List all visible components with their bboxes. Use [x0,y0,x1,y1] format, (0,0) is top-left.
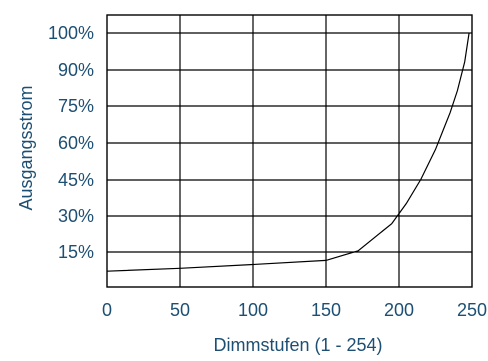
x-tick-label: 200 [384,300,414,320]
y-axis-title: Ausgangsstrom [16,85,36,210]
x-tick-label: 0 [102,300,112,320]
x-tick-label: 250 [457,300,487,320]
x-axis-title: Dimmstufen (1 - 254) [213,335,382,355]
x-tick-label: 50 [170,300,190,320]
x-tick-label: 150 [311,300,341,320]
plot-frame [106,14,473,288]
y-tick-labels: 15% 30% 45% 60% 75% 90% 100% [48,23,94,262]
x-tick-label: 100 [238,300,268,320]
grid [107,15,472,287]
y-tick-label: 90% [58,60,94,80]
y-tick-label: 30% [58,206,94,226]
y-tick-label: 15% [58,242,94,262]
series-line [106,32,470,272]
x-tick-labels: 0 50 100 150 200 250 [102,300,487,320]
y-tick-label: 75% [58,96,94,116]
y-tick-label: 100% [48,23,94,43]
y-tick-label: 45% [58,170,94,190]
y-tick-label: 60% [58,133,94,153]
